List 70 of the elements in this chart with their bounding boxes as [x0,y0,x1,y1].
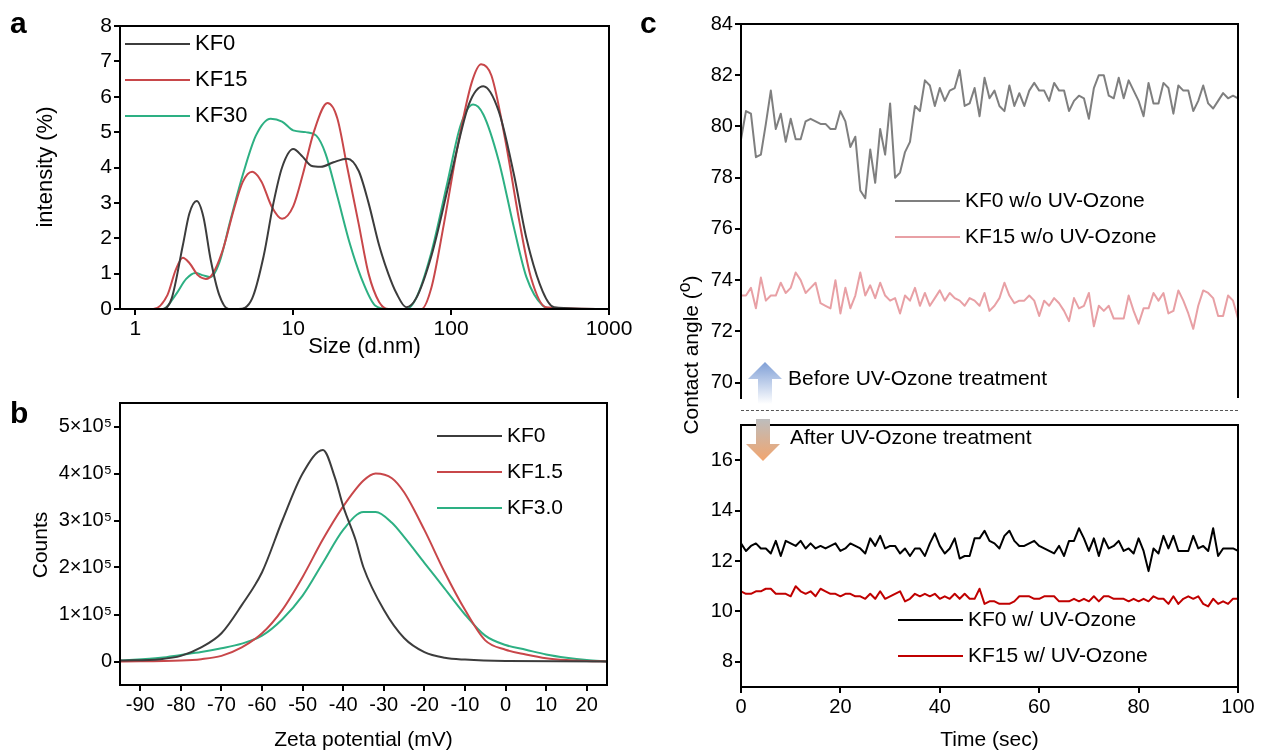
x-axis-title: Zeta potential (mV) [274,727,453,751]
x-tick-label: 60 [1028,694,1051,717]
y-tick-label: 4 [100,154,113,178]
x-tick-label: 0 [499,692,512,715]
y-tick-label: 74 [710,267,733,290]
x-axis-title: Time (sec) [940,727,1039,751]
y-tick-label: 16 [710,447,733,470]
x-tick-label: -50 [288,692,318,715]
y-tick-label: 0 [100,649,112,672]
x-tick-label: 100 [433,316,469,340]
legend-label: KF3.0 [507,494,564,518]
y-tick-label: 5 [100,118,112,142]
x-tick-label: 10 [281,316,305,340]
x-tick-label: 10 [535,692,558,715]
x-tick-label: -20 [409,692,439,715]
x-tick-label: -10 [450,692,480,715]
x-tick-label: 80 [1127,694,1150,717]
legend-label: KF15 [195,66,248,92]
legend-label: KF0 w/o UV-Ozone [965,187,1145,211]
y-tick-label: 78 [710,165,733,188]
x-tick-label: 100 [1221,694,1255,717]
legend-label: KF15 w/ UV-Ozone [968,642,1148,666]
y-tick-label: 82 [710,62,733,85]
chart-title: c [640,6,657,39]
x-tick-label: 1000 [585,316,633,340]
x-tick-label: 40 [928,694,951,717]
x-axis-title: Size (d.nm) [308,332,421,358]
legend-label: KF0 w/ UV-Ozone [968,606,1137,630]
y-tick-label: 3×10⁵ [58,508,112,531]
chart-title: b [10,396,29,429]
y-tick-label: 76 [710,216,733,239]
y-tick-label: 84 [710,11,733,34]
y-tick-label: 80 [710,113,733,136]
annotation: After UV-Ozone treatment [790,425,1032,449]
x-tick-label: 0 [735,694,747,717]
y-tick-label: 72 [710,318,733,341]
y-tick-label: 10 [710,598,733,621]
x-tick-label: -70 [207,692,236,715]
legend-label: KF0 [507,422,546,446]
y-tick-label: 1×10⁵ [58,602,112,625]
y-axis-title: intensity (%) [32,106,58,228]
y-tick-label: 8 [100,12,112,36]
annotation: Before UV-Ozone treatment [788,366,1048,390]
chart-title: a [10,6,27,39]
legend-label: KF15 w/o UV-Ozone [965,223,1157,247]
legend-label: KF30 [195,102,248,128]
y-tick-label: 7 [100,48,112,72]
x-tick-label: -30 [369,692,399,715]
y-tick-label: 2×10⁵ [58,555,112,578]
x-tick-label: -80 [166,692,196,715]
y-tick-label: 6 [100,83,112,107]
y-tick-label: 14 [710,498,733,521]
x-tick-label: 20 [829,694,852,717]
y-tick-label: 8 [721,649,733,672]
y-tick-label: 5×10⁵ [58,414,112,437]
x-tick-label: -40 [328,692,358,715]
y-tick-label: 4×10⁵ [58,461,112,484]
x-tick-label: 1 [129,316,142,340]
legend-label: KF0 [195,30,236,56]
y-tick-label: 12 [710,548,733,571]
y-axis-title: Counts [28,511,52,579]
y-tick-label: 0 [100,295,112,319]
legend-label: KF1.5 [507,458,564,482]
x-tick-label: -90 [125,692,155,715]
x-tick-label: -60 [247,692,277,715]
y-tick-label: 3 [100,189,112,213]
x-tick-label: 20 [575,692,598,715]
y-tick-label: 1 [100,260,112,284]
y-tick-label: 70 [710,370,733,393]
y-tick-label: 2 [100,225,112,249]
